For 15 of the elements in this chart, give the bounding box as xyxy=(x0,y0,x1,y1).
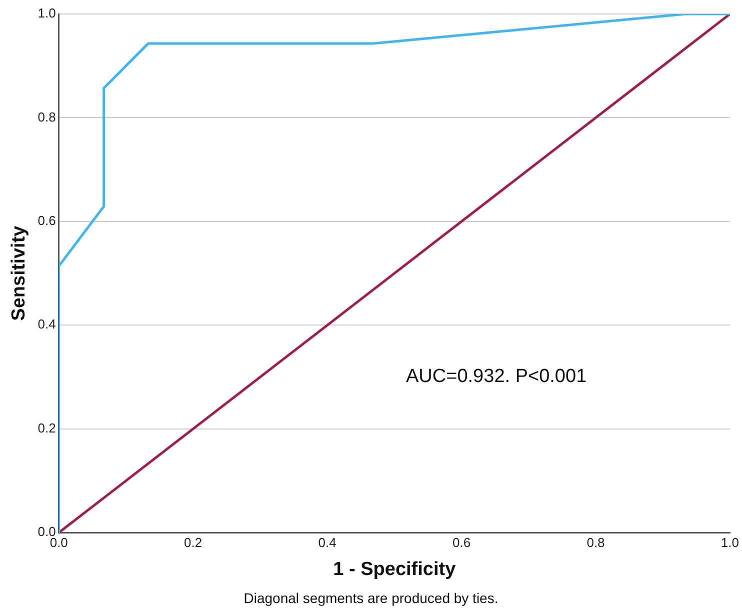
x-tick-label: 0.8 xyxy=(586,534,605,550)
x-tick-label: 0.4 xyxy=(318,534,336,550)
x-tick-label: 0.2 xyxy=(184,534,202,550)
x-axis-title: 1 - Specificity xyxy=(333,558,456,580)
y-tick-label: 1.0 xyxy=(38,6,56,21)
x-tick-label: 1.0 xyxy=(720,534,740,550)
y-tick-label: 0.4 xyxy=(38,316,56,332)
x-tick-label: 0.6 xyxy=(452,534,471,550)
y-tick-label: 0.2 xyxy=(38,420,56,436)
annotation: AUC=0.932. P<0.001 xyxy=(406,366,587,388)
y-tick-label: 0.8 xyxy=(38,109,56,124)
y-axis-title: Sensitivity xyxy=(8,225,30,321)
text: Diagonal segments are produced by ties. xyxy=(242,590,500,606)
y-tick-label: 0.0 xyxy=(38,524,56,540)
y-tick-label: 0.6 xyxy=(38,213,56,228)
